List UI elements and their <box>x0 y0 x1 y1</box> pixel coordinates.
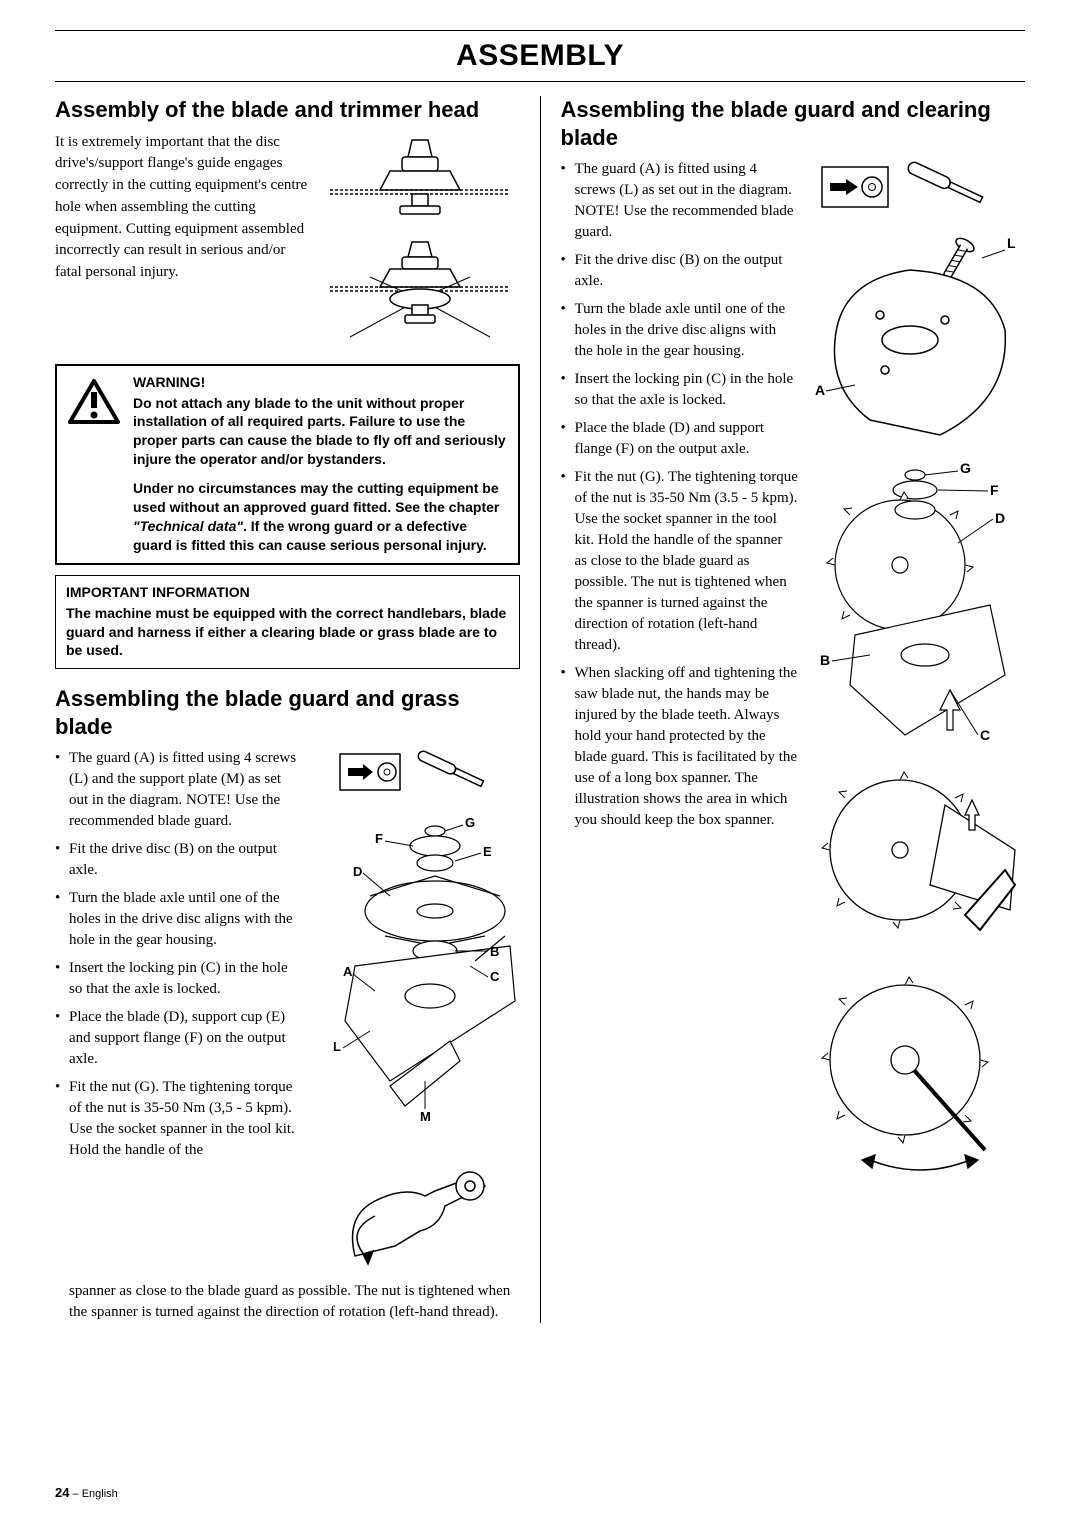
figure-saw-blade-spanner <box>810 965 1025 1185</box>
info-title: IMPORTANT INFORMATION <box>66 584 509 600</box>
text-blade-trimmer: It is extremely important that the disc … <box>55 132 308 284</box>
list-item: Insert the locking pin (C) in the hole s… <box>561 369 799 411</box>
svg-text:C: C <box>490 969 500 984</box>
bullets-clearing-blade: The guard (A) is fitted using 4 screws (… <box>561 159 799 831</box>
figure-tool-icons <box>315 748 520 796</box>
svg-text:E: E <box>483 844 492 859</box>
figure-saw-blade-arrow <box>810 760 1025 960</box>
svg-text:A: A <box>343 964 353 979</box>
svg-text:G: G <box>465 815 475 830</box>
svg-text:G: G <box>960 460 971 476</box>
heading-clearing-blade: Assembling the blade guard and clearing … <box>561 96 1026 151</box>
heading-blade-trimmer: Assembly of the blade and trimmer head <box>55 96 520 124</box>
list-item: The guard (A) is fitted using 4 screws (… <box>55 748 303 832</box>
list-item: Turn the blade axle until one of the hol… <box>561 299 799 362</box>
svg-text:B: B <box>820 652 830 668</box>
list-item: Fit the drive disc (B) on the output axl… <box>55 839 303 881</box>
figure-guard-screw: L A <box>810 220 1025 450</box>
bullets-grass-blade: The guard (A) is fitted using 4 screws (… <box>55 748 303 1161</box>
list-item: Place the blade (D), support cup (E) and… <box>55 1007 303 1070</box>
warning-box: WARNING! Do not attach any blade to the … <box>55 364 520 565</box>
figure-exploded-grass-blade: F G E D A B C L M <box>315 801 520 1141</box>
svg-text:L: L <box>1007 235 1016 251</box>
figure-tool-icons-right <box>810 159 1025 215</box>
svg-text:B: B <box>490 944 499 959</box>
list-item: Place the blade (D) and support flange (… <box>561 418 799 460</box>
figure-hand-spanner <box>315 1146 520 1276</box>
list-item: Insert the locking pin (C) in the hole s… <box>55 958 303 1000</box>
warning-text-2: Under no circumstances may the cutting e… <box>133 479 508 555</box>
svg-text:A: A <box>815 382 825 398</box>
svg-text:D: D <box>995 510 1005 526</box>
svg-text:M: M <box>420 1109 431 1124</box>
svg-text:D: D <box>353 864 362 879</box>
svg-text:F: F <box>375 831 383 846</box>
warning-triangle-icon <box>67 378 121 426</box>
list-item: Turn the blade axle until one of the hol… <box>55 888 303 951</box>
page-title: ASSEMBLY <box>55 39 1025 73</box>
list-item: The guard (A) is fitted using 4 screws (… <box>561 159 799 243</box>
figure-exploded-clearing-blade: G F D B C <box>810 455 1025 755</box>
info-text: The machine must be equipped with the co… <box>66 604 509 661</box>
figure-trimmer-head-top <box>320 132 520 232</box>
svg-text:F: F <box>990 482 999 498</box>
warning-title: WARNING! <box>133 374 508 390</box>
list-item: Fit the drive disc (B) on the output axl… <box>561 250 799 292</box>
warning-text-1: Do not attach any blade to the unit with… <box>133 394 508 470</box>
list-item: When slacking off and tightening the saw… <box>561 663 799 831</box>
svg-text:L: L <box>333 1039 341 1054</box>
figure-trimmer-head-blade <box>320 237 520 347</box>
heading-grass-blade: Assembling the blade guard and grass bla… <box>55 685 520 740</box>
continued-text-grass: spanner as close to the blade guard as p… <box>55 1281 520 1323</box>
page-footer: 24 – English <box>55 1485 118 1500</box>
svg-text:C: C <box>980 727 990 743</box>
list-item: Fit the nut (G). The tightening torque o… <box>561 467 799 656</box>
list-item: Fit the nut (G). The tightening torque o… <box>55 1077 303 1161</box>
important-info-box: IMPORTANT INFORMATION The machine must b… <box>55 575 520 670</box>
